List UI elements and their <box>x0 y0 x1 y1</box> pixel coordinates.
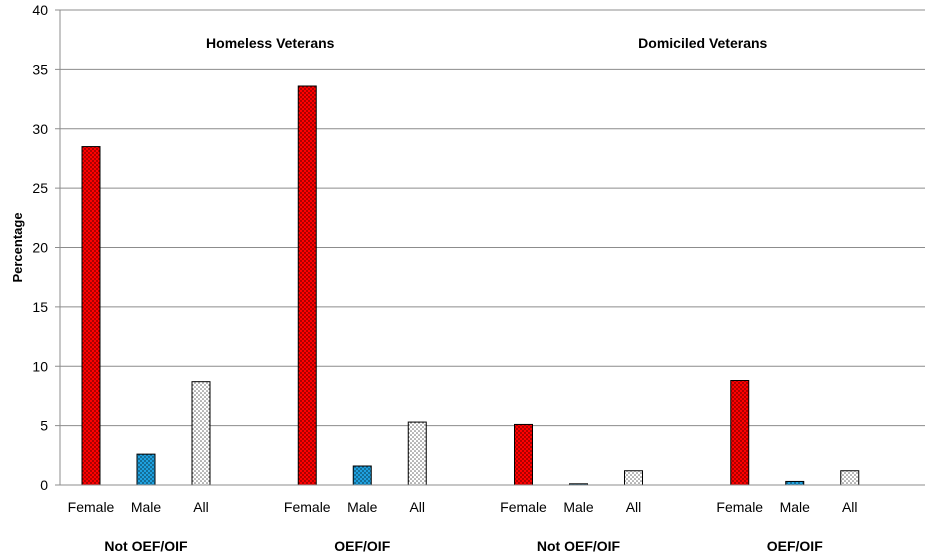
y-tick-label: 5 <box>40 418 48 434</box>
x-tick-label: Male <box>780 499 811 515</box>
panel-title: Domiciled Veterans <box>638 35 767 51</box>
y-tick-label: 35 <box>32 61 48 77</box>
x-tick-label: Female <box>284 499 331 515</box>
group-label: Not OEF/OIF <box>104 538 188 554</box>
bar-pattern-overlay <box>569 483 588 485</box>
bars <box>81 85 860 486</box>
y-tick-label: 0 <box>40 477 48 493</box>
x-tick-label: Male <box>563 499 594 515</box>
x-tick-label: Female <box>716 499 763 515</box>
group-label: OEF/OIF <box>334 538 390 554</box>
bar-pattern-overlay <box>840 470 859 485</box>
gridlines <box>60 9 925 427</box>
bar-pattern-overlay <box>408 422 427 485</box>
bar-pattern-overlay <box>514 424 533 485</box>
y-tick-label: 25 <box>32 180 48 196</box>
bar-pattern-overlay <box>730 380 749 485</box>
group-label: OEF/OIF <box>767 538 823 554</box>
x-tick-label: All <box>193 499 209 515</box>
bar-pattern-overlay <box>82 146 100 485</box>
y-tick-label: 10 <box>32 358 48 374</box>
bar-pattern-overlay <box>137 454 155 485</box>
y-tick-label: 20 <box>32 240 48 256</box>
labels: 0 5 10 15 20 25 30 35 40 Percentage Female Male All N… <box>10 2 858 554</box>
y-tick-label: 15 <box>32 299 48 315</box>
bar-pattern-overlay <box>298 86 317 485</box>
x-tick-label: Male <box>131 499 162 515</box>
panel-title: Homeless Veterans <box>206 35 335 51</box>
x-tick-label: Female <box>500 499 547 515</box>
y-tick-label: 40 <box>32 2 48 18</box>
x-tick-label: All <box>626 499 642 515</box>
bar-pattern-overlay <box>624 470 643 485</box>
bar-pattern-overlay <box>785 481 804 485</box>
bar-pattern-overlay <box>192 381 210 485</box>
axes <box>55 9 925 486</box>
bar-pattern-overlay <box>353 466 372 485</box>
x-tick-label: Female <box>68 499 115 515</box>
x-tick-label: All <box>842 499 858 515</box>
y-tick-label: 30 <box>32 121 48 137</box>
y-axis-label: Percentage <box>10 212 25 282</box>
x-tick-label: Male <box>347 499 378 515</box>
group-label: Not OEF/OIF <box>537 538 621 554</box>
x-tick-label: All <box>409 499 425 515</box>
